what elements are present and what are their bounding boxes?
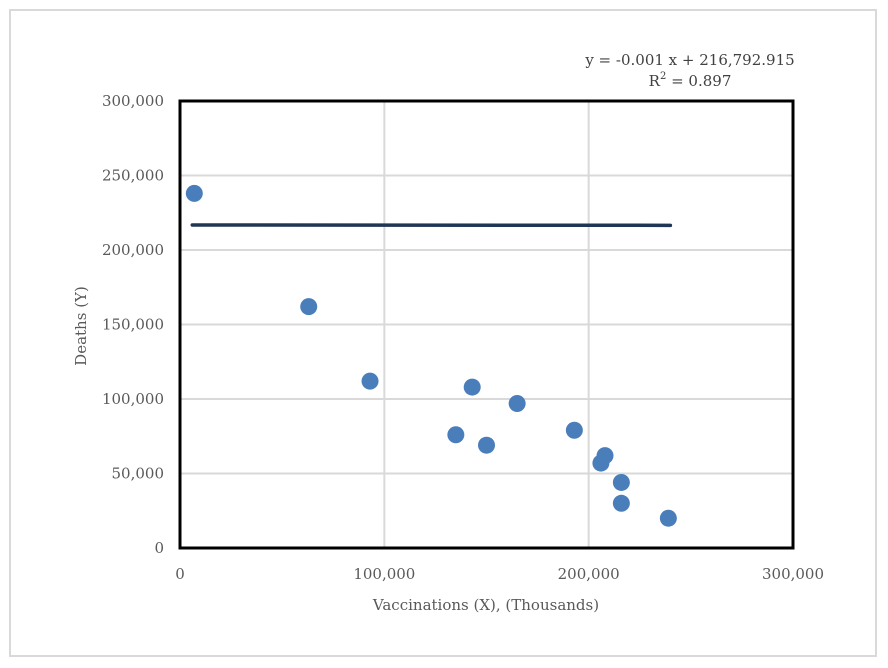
x-axis-title: Vaccinations (X), (Thousands) — [372, 596, 599, 614]
y-tick-label: 250,000 — [102, 167, 164, 185]
gridlines — [179, 100, 794, 549]
y-tick-label: 50,000 — [112, 465, 165, 483]
data-point — [596, 447, 614, 465]
r-squared-value: = 0.897 — [666, 72, 731, 90]
r-squared-superscript: 2 — [660, 71, 666, 82]
data-point — [612, 494, 630, 512]
plot-area-border — [178, 99, 795, 550]
data-point — [185, 184, 203, 202]
data-point — [447, 426, 465, 444]
r-squared-prefix: R — [649, 72, 661, 90]
data-point — [659, 509, 677, 527]
data-point — [612, 473, 630, 491]
trendline-r-squared: R2 = 0.897 — [649, 71, 732, 90]
y-tick-label: 100,000 — [102, 390, 164, 408]
data-point — [300, 298, 318, 316]
data-point — [463, 378, 481, 396]
data-point — [508, 394, 526, 412]
x-tick-label: 0 — [175, 565, 185, 583]
trendline-equation: y = -0.001 x + 216,792.915 — [584, 51, 794, 69]
data-point — [478, 436, 495, 454]
y-tick-labels: 0 50,000 100,000 150,000 200,000 250,000 300,0… — [102, 92, 164, 557]
data-point — [565, 421, 583, 439]
data-point — [361, 372, 379, 390]
x-tick-labels: 0 100,000 200,000 300,000 — [175, 565, 824, 583]
x-tick-label: 300,000 — [762, 565, 824, 583]
y-tick-label: 300,000 — [102, 92, 164, 110]
y-tick-label: 150,000 — [102, 316, 164, 334]
y-axis-title: Deaths (Y) — [72, 286, 90, 366]
x-tick-label: 200,000 — [558, 565, 620, 583]
data-points — [185, 184, 677, 527]
y-tick-label: 200,000 — [102, 241, 164, 259]
x-tick-label: 100,000 — [353, 565, 415, 583]
y-tick-label: 0 — [154, 539, 164, 557]
